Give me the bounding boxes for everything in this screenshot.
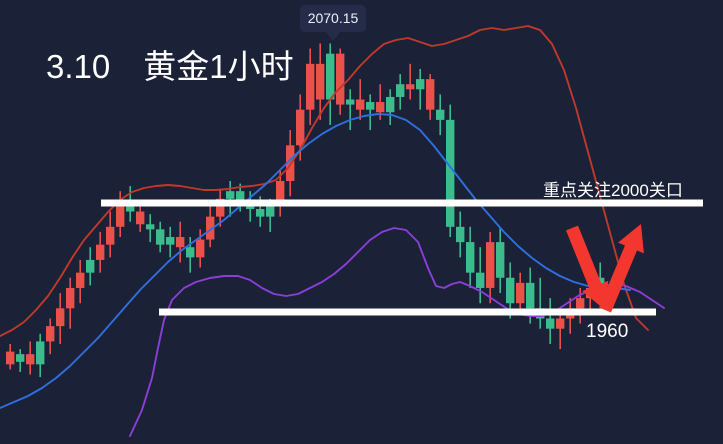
- candle-body: [516, 282, 525, 304]
- candle-wick: [559, 308, 561, 350]
- candle-body: [6, 351, 15, 365]
- level-lines-group: [101, 199, 703, 316]
- candle-body: [466, 242, 475, 273]
- candle-body: [416, 79, 425, 90]
- candle-wick: [349, 89, 351, 131]
- candle-body: [156, 229, 165, 245]
- candle-body: [336, 53, 345, 105]
- level-line-support: [159, 308, 656, 316]
- forecast-arrow-up: [599, 224, 644, 313]
- candles-group: [6, 43, 605, 378]
- page-title: 3.10 黄金1小时: [46, 48, 294, 85]
- candle-body: [106, 226, 115, 245]
- candle-body: [406, 84, 415, 90]
- candle-body: [16, 354, 25, 362]
- candle-body: [26, 354, 35, 365]
- candle-body: [526, 282, 535, 309]
- candle-body: [176, 237, 185, 248]
- candle-body: [386, 96, 395, 113]
- candle-body: [196, 239, 205, 258]
- candle-body: [136, 211, 145, 225]
- candle-body: [186, 247, 195, 258]
- candle-body: [456, 226, 465, 243]
- candle-body: [206, 216, 215, 240]
- resistance-level-label: 重点关注2000关口: [543, 181, 683, 200]
- candle-body: [576, 298, 585, 309]
- candle-body: [256, 209, 265, 217]
- candle-body: [86, 259, 95, 273]
- candle-body: [266, 206, 275, 217]
- indicator-line-lower_band: [129, 227, 665, 437]
- candle-body: [66, 287, 75, 309]
- candle-wick: [369, 94, 371, 131]
- candle-body: [36, 341, 45, 365]
- candle-body: [216, 198, 225, 217]
- candle-body: [446, 119, 455, 227]
- support-level-label: 1960: [586, 321, 629, 342]
- forecast-arrow-down: [566, 225, 609, 310]
- forecast-arrow-group: [566, 224, 644, 313]
- candle-body: [76, 272, 85, 288]
- candle-body: [506, 277, 515, 304]
- candle-body: [356, 99, 365, 110]
- candle-body: [426, 79, 435, 110]
- indicator-line-middle_ma: [0, 113, 631, 409]
- candle-body: [226, 191, 235, 199]
- candle-body: [116, 201, 125, 227]
- candle-body: [546, 318, 555, 329]
- candle-body: [346, 99, 355, 105]
- candle-body: [56, 308, 65, 327]
- candle-body: [476, 272, 485, 288]
- candle-body: [316, 63, 325, 100]
- candle-body: [236, 191, 245, 204]
- candle-body: [166, 237, 175, 245]
- candle-body: [376, 102, 385, 113]
- price-tooltip: 2070.15: [300, 5, 366, 32]
- indicator-lines-group: [0, 25, 665, 437]
- candle-body: [276, 180, 285, 207]
- candle-body: [556, 318, 565, 329]
- candle-body: [366, 102, 375, 110]
- candle-wick: [409, 63, 411, 100]
- price-tooltip-pointer-icon: [325, 31, 341, 41]
- candle-wick: [539, 277, 541, 329]
- candle-body: [296, 109, 305, 146]
- candle-body: [396, 84, 405, 97]
- candle-body: [496, 242, 505, 278]
- candle-body: [146, 224, 155, 230]
- candle-body: [306, 63, 315, 110]
- level-line-resistance: [101, 199, 703, 207]
- candle-body: [96, 244, 105, 260]
- candle-body: [486, 242, 495, 288]
- candle-body: [46, 326, 55, 342]
- candle-body: [436, 109, 445, 120]
- candle-body: [326, 53, 335, 100]
- indicator-line-upper_band: [0, 25, 649, 337]
